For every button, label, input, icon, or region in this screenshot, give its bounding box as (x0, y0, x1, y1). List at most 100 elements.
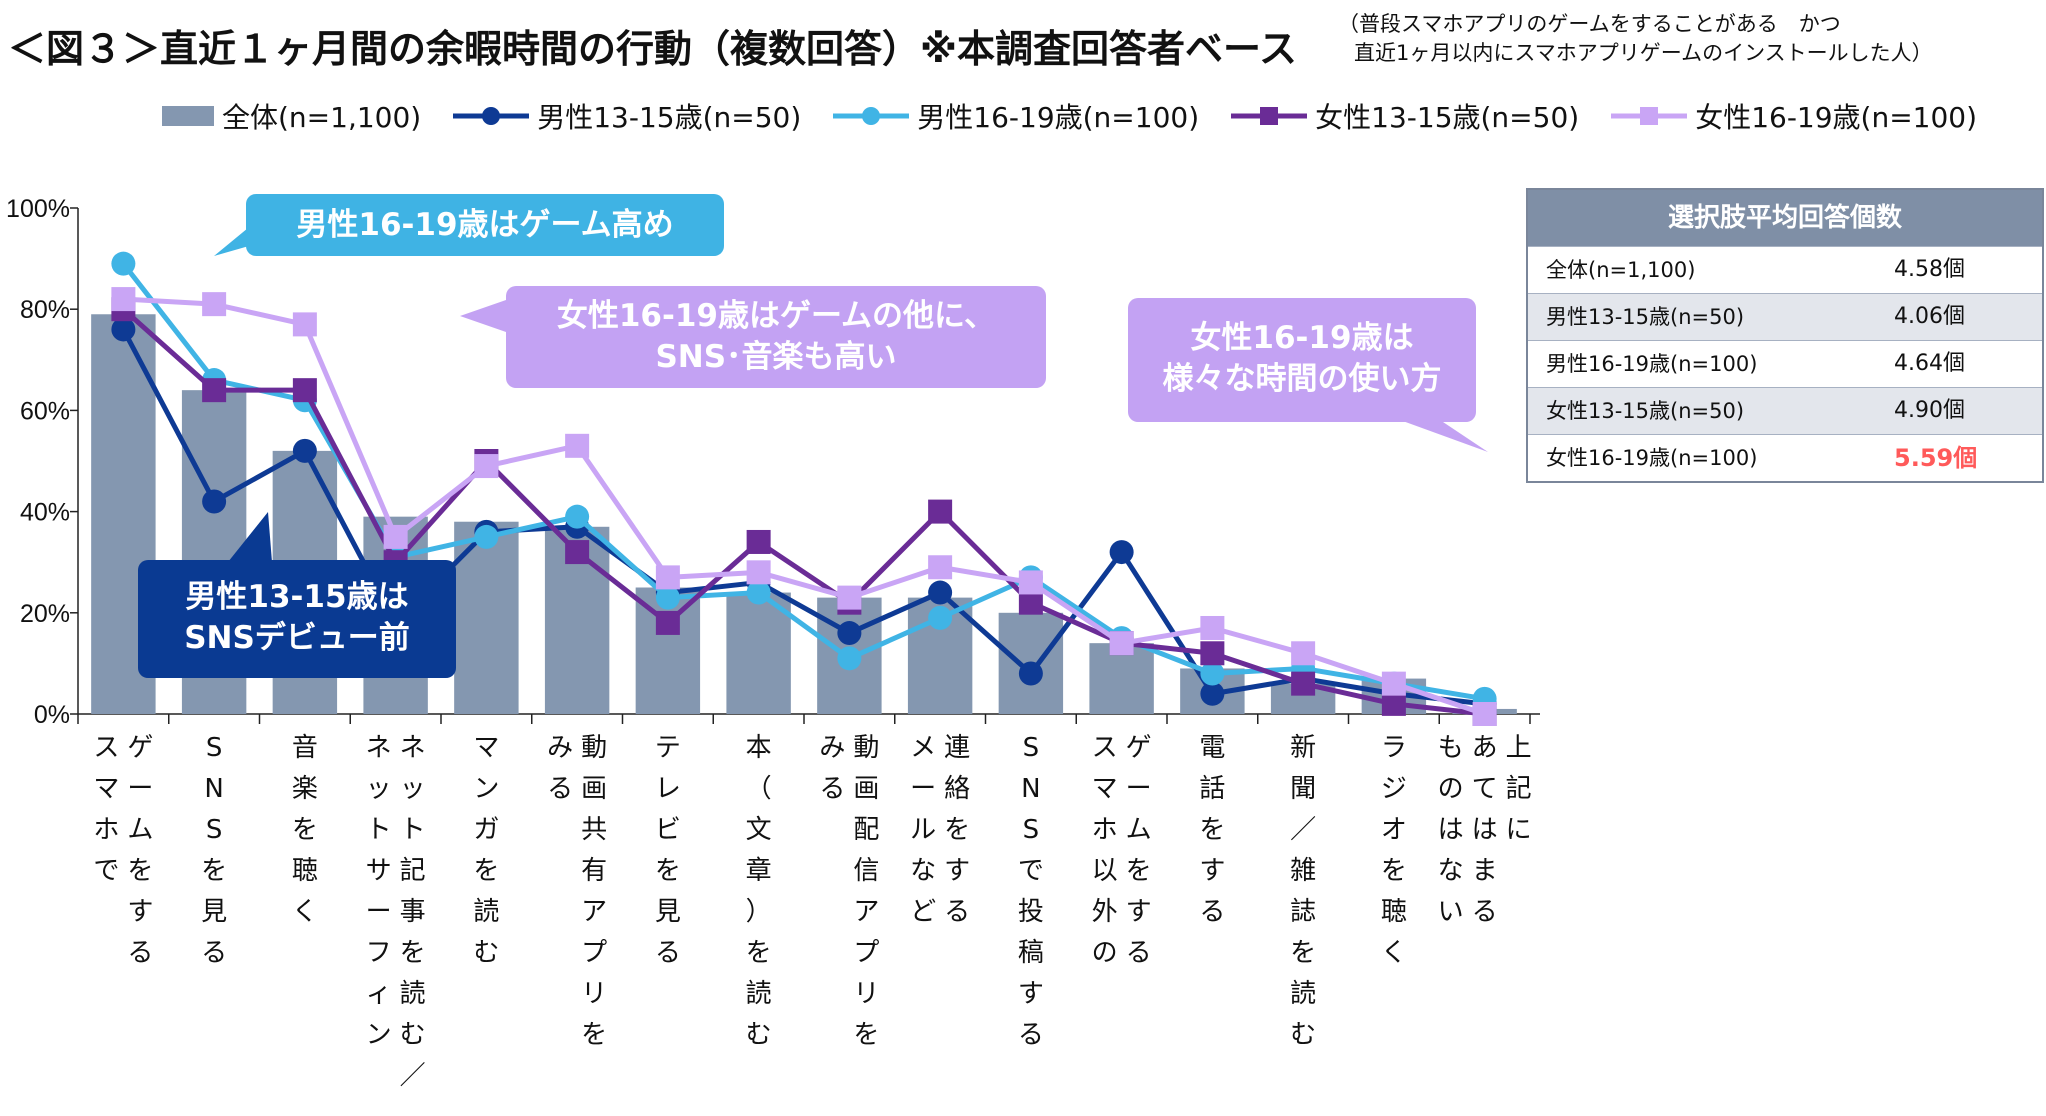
point-circle (292, 438, 317, 463)
row-label: 男性13-15歳(n=50) (1546, 305, 1745, 329)
x-label-char: る (1126, 938, 1152, 968)
point-circle (474, 524, 499, 549)
x-label-char: マ (1092, 774, 1118, 804)
y-tick-label: 40% (20, 499, 70, 527)
legend-item-female-13-15: 女性13-15歳(n=50) (1229, 96, 1579, 136)
x-label-char: S (1023, 815, 1040, 845)
callout-female-16-19-various: 女性16-19歳は 様々な時間の使い方 (1128, 298, 1476, 422)
x-label-char: む (400, 1020, 426, 1050)
x-label-char: 記 (1506, 774, 1532, 804)
x-label-char: す (127, 897, 153, 927)
x-label-char: み (819, 733, 845, 763)
point-square (474, 454, 499, 479)
x-label-char: を (1126, 856, 1152, 886)
y-axis: 0% 20% 40% 60% 80% 100% (6, 195, 79, 729)
x-label-char: く (1381, 938, 1407, 968)
legend-label: 全体(n=1,100) (222, 101, 422, 134)
legend-swatch-line-square (1611, 107, 1688, 125)
x-axis (77, 713, 1540, 724)
x-label-char: ど (910, 897, 936, 927)
x-label-char: 聴 (292, 856, 318, 886)
legend-label: 女性13-15歳(n=50) (1315, 101, 1580, 134)
x-label-char: 文 (746, 815, 772, 845)
x-label-char: ラ (1381, 733, 1407, 763)
point-circle (1200, 661, 1225, 686)
x-label-char: ー (127, 774, 153, 804)
survey-note: （普段スマホアプリのゲームをすることがある かつ 直近1ヶ月以内にスマホアプリゲ… (1338, 10, 1933, 68)
row-value: 4.06個 (1894, 304, 1965, 329)
callout-text-line2: SNS･音楽も高い (655, 339, 897, 375)
x-label-char: N (204, 774, 223, 804)
x-label-char: 画 (853, 774, 879, 804)
x-label-char: を (1381, 856, 1407, 886)
x-label-char: 話 (1199, 774, 1225, 804)
x-label-char: ネ (366, 733, 392, 763)
row-value-highlight: 5.59個 (1894, 444, 1978, 472)
x-label-char: る (1472, 897, 1498, 927)
x-label-char: 配 (853, 815, 879, 845)
legend-item-total: 全体(n=1,100) (160, 96, 421, 136)
line-series-group (111, 251, 1497, 726)
x-label-char: ト (400, 815, 426, 845)
x-label-char: 動 (581, 733, 607, 763)
x-label-char: 聞 (1290, 774, 1316, 804)
point-square (202, 378, 227, 403)
x-label-char: ス (1092, 733, 1118, 763)
x-label-char: ト (366, 815, 392, 845)
x-label-char: を (1290, 938, 1316, 968)
point-circle (1200, 681, 1225, 706)
x-label-char: プ (581, 938, 607, 968)
x-label-char: 上 (1506, 733, 1532, 763)
x-label-char: 見 (655, 897, 681, 927)
point-circle (746, 580, 771, 605)
point-circle (111, 251, 136, 276)
row-label: 全体(n=1,100) (1546, 258, 1696, 282)
average-answers-table: 選択肢平均回答個数 全体(n=1,100) 4.58個 男性13-15歳(n=5… (1526, 188, 2044, 483)
x-label-char: 稿 (1018, 938, 1044, 968)
x-label-char: ） (746, 897, 772, 927)
point-square (928, 499, 953, 524)
point-square (1109, 631, 1134, 656)
x-label-char: ／ (400, 1061, 426, 1091)
x-label-char: 見 (201, 897, 227, 927)
row-label: 女性13-15歳(n=50) (1546, 399, 1745, 423)
x-label-char: ム (1126, 815, 1152, 845)
x-label-char: ゲ (1126, 733, 1152, 763)
point-circle (1018, 661, 1043, 686)
x-label-char: を (127, 856, 153, 886)
x-label-char: 章 (746, 856, 772, 886)
x-label-char: で (93, 856, 119, 886)
point-square (1472, 702, 1497, 726)
x-category-labels: スマホでゲームをするSNSを見る音楽を聴くネットサーフィンネット記事を読む／マン… (93, 733, 1531, 1091)
point-circle (655, 585, 680, 610)
x-label-char: 絡 (944, 774, 970, 804)
callout-text-line2: SNSデビュー前 (184, 620, 410, 656)
x-label-char: な (910, 856, 936, 886)
row-label: 男性16-19歳(n=100) (1546, 352, 1758, 376)
x-label-char: あ (1472, 733, 1498, 763)
x-label-char: 外 (1092, 897, 1118, 927)
point-square (383, 524, 408, 549)
x-label-char: ッ (400, 774, 426, 804)
x-label-char: ー (366, 897, 392, 927)
row-value: 4.90個 (1894, 398, 1965, 423)
point-square (655, 565, 680, 590)
x-label-char: テ (655, 733, 681, 763)
note-line-2: 直近1ヶ月以内にスマホアプリゲームのインストールした人） (1354, 41, 1933, 65)
x-label-char: を (746, 938, 772, 968)
point-circle (202, 489, 227, 514)
x-label-char: 連 (944, 733, 970, 763)
x-label-char: す (1018, 979, 1044, 1009)
row-value: 4.58個 (1894, 257, 1965, 282)
y-tick-label: 80% (20, 296, 70, 324)
legend-swatch-line-square (1231, 107, 1308, 125)
x-label-char: 画 (581, 774, 607, 804)
x-label-char: ム (127, 815, 153, 845)
x-label-char: 動 (853, 733, 879, 763)
